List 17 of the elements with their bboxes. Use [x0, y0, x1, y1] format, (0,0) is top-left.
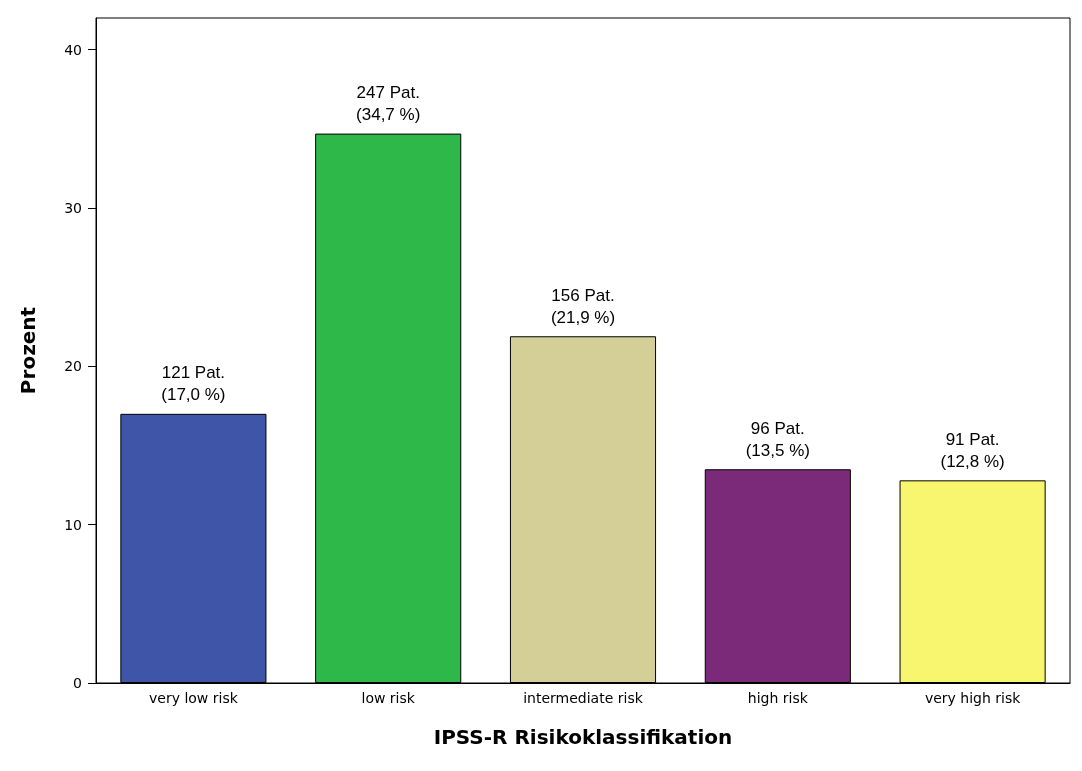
x-axis-title: IPSS-R Risikoklassifikation	[433, 725, 733, 749]
y-tick-label: 20	[64, 358, 82, 375]
y-axis-title: Prozent	[16, 306, 40, 395]
x-tick-label: low risk	[361, 690, 416, 706]
y-tick-label: 0	[73, 675, 82, 691]
data-label: 91 Pat. (12,8 %)	[940, 429, 1005, 471]
x-tick-label: high risk	[747, 690, 809, 706]
x-tick-label: very low risk	[149, 690, 239, 706]
data-label: 156 Pat. (21,9 %)	[550, 285, 616, 327]
data-label: 96 Pat. (13,5 %)	[745, 418, 810, 460]
y-tick-label: 30	[64, 200, 82, 216]
y-tick-label: 40	[64, 41, 82, 58]
x-tick-label: very high risk	[924, 690, 1022, 706]
data-label: 121 Pat. (17,0 %)	[161, 363, 226, 405]
x-tick-label: intermediate risk	[523, 690, 644, 706]
y-tick-label: 10	[64, 516, 82, 533]
data-label: 247 Pat. (34,7 %)	[356, 83, 421, 125]
